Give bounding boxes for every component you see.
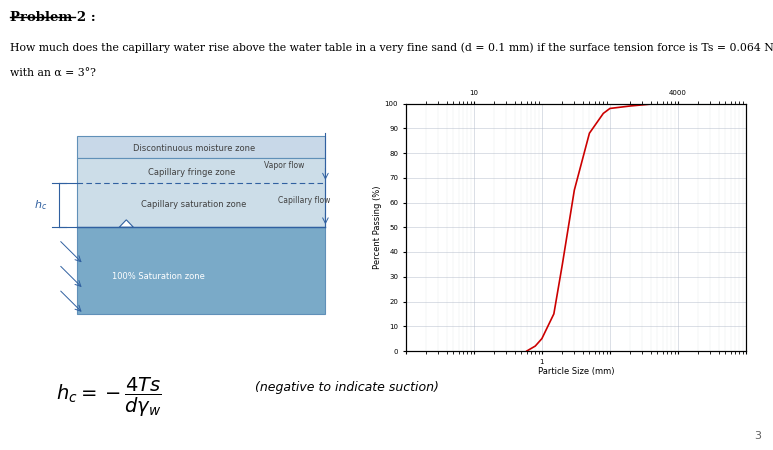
Text: Discontinuous moisture zone: Discontinuous moisture zone <box>133 144 255 153</box>
Text: with an α = 3°?: with an α = 3°? <box>10 68 96 78</box>
Text: Capillary flow: Capillary flow <box>278 195 331 204</box>
Text: Capillary saturation zone: Capillary saturation zone <box>141 201 247 210</box>
Text: $h_c = -\dfrac{4Ts}{d\gamma_w}$: $h_c = -\dfrac{4Ts}{d\gamma_w}$ <box>56 376 162 419</box>
Text: How much does the capillary water rise above the water table in a very fine sand: How much does the capillary water rise a… <box>10 43 773 53</box>
Bar <box>77 227 325 314</box>
Text: (negative to indicate suction): (negative to indicate suction) <box>255 381 439 394</box>
Y-axis label: Percent Passing (%): Percent Passing (%) <box>373 185 382 269</box>
Bar <box>77 158 325 227</box>
Text: 3: 3 <box>754 431 761 441</box>
X-axis label: Particle Size (mm): Particle Size (mm) <box>538 367 614 376</box>
Text: Vapor flow: Vapor flow <box>264 161 304 170</box>
Text: 100% Saturation zone: 100% Saturation zone <box>112 272 205 281</box>
Text: Problem 2 :: Problem 2 : <box>10 11 96 24</box>
Text: $h_c$: $h_c$ <box>34 198 48 212</box>
Text: Capillary fringe zone: Capillary fringe zone <box>148 168 235 177</box>
Polygon shape <box>119 220 134 227</box>
Bar <box>77 136 325 158</box>
